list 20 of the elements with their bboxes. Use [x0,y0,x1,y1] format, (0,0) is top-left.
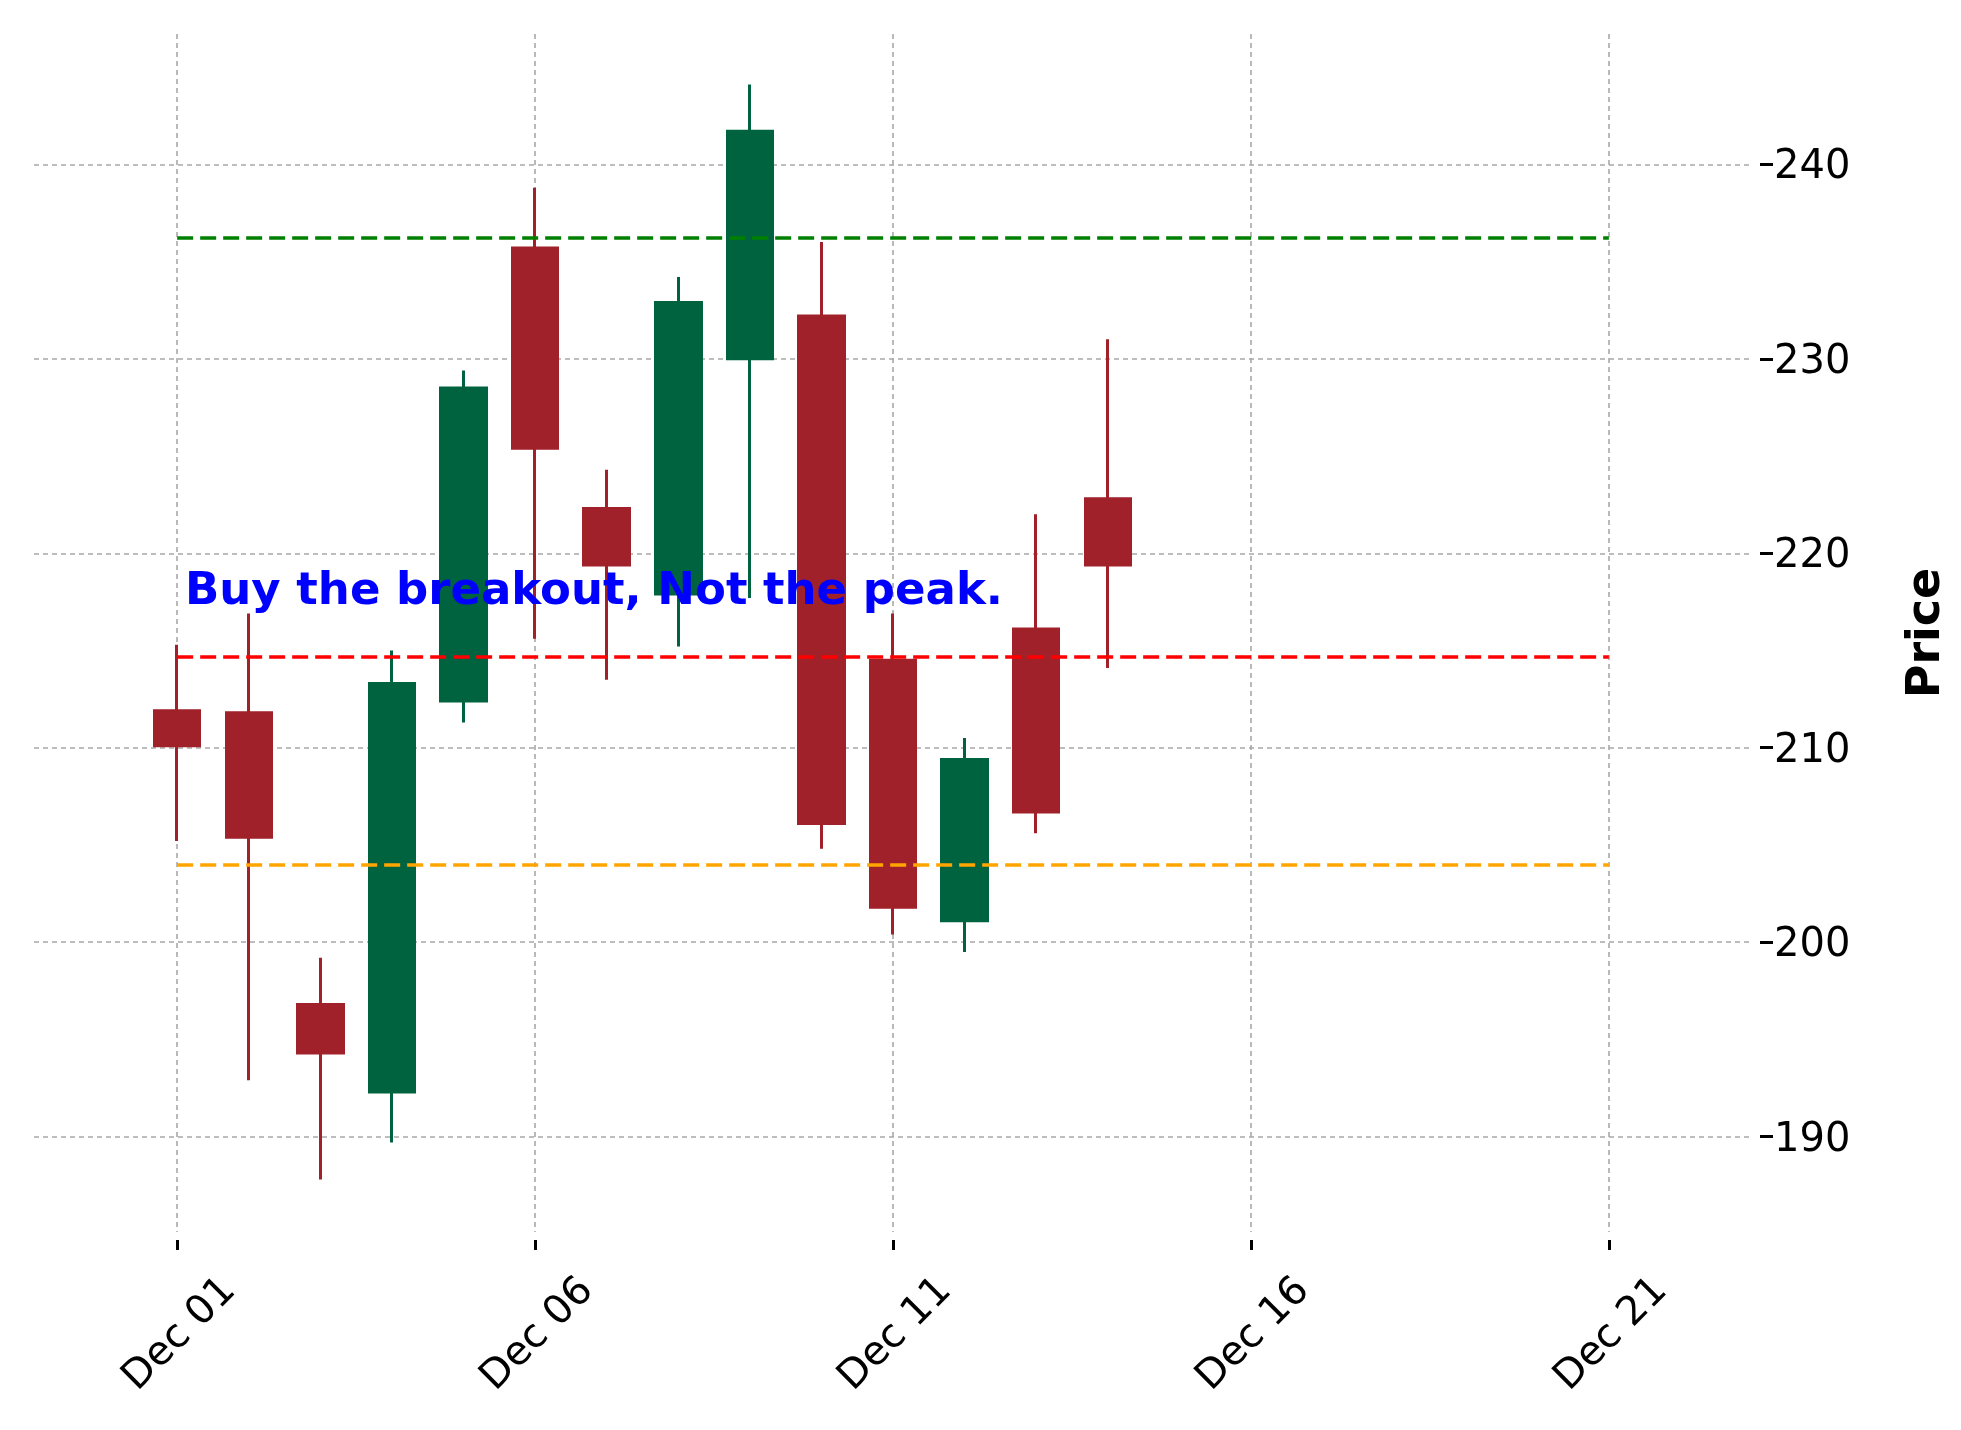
x-tick-label: Dec 21 [1542,1265,1675,1399]
y-tick-label: 190 [1774,1113,1851,1160]
candlestick [940,738,989,952]
candlestick [153,644,201,842]
candlestick [869,613,917,935]
y-tick-label: 200 [1774,919,1851,966]
y-tick-label: 220 [1774,530,1851,577]
candlestick [368,650,416,1143]
y-axis-title: Price [1896,567,1950,699]
candlestick [296,957,345,1180]
candlestick [1012,514,1060,834]
y-tick-label: 240 [1774,141,1851,188]
y-tick-label: 230 [1774,335,1851,382]
x-tick-label: Dec 01 [111,1265,244,1399]
candlestick [225,613,273,1081]
y-tick-label: 210 [1774,724,1851,771]
x-tick-label: Dec 16 [1184,1265,1318,1399]
candlestick [1084,339,1132,669]
x-tick-label: Dec 11 [826,1265,960,1399]
x-tick-label: Dec 06 [468,1265,602,1399]
